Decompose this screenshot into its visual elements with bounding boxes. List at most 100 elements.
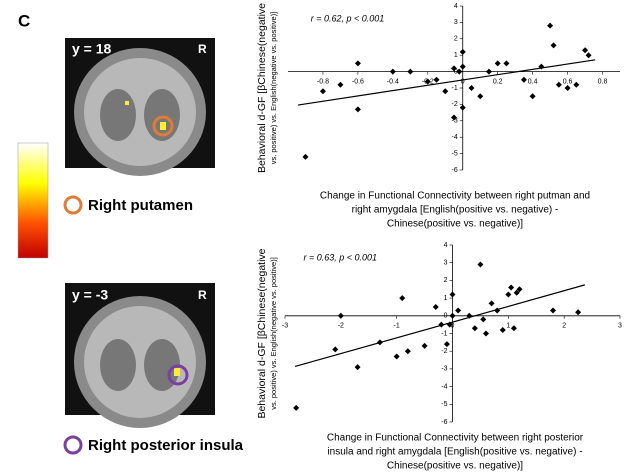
point	[451, 65, 457, 72]
point	[456, 68, 463, 75]
point	[488, 300, 495, 307]
x-tick-label: -1	[394, 323, 400, 330]
point	[354, 364, 361, 371]
y-tick-label: -6	[452, 167, 458, 174]
y-tick-label: 2	[454, 36, 458, 43]
point	[483, 330, 489, 337]
x-tick-label: -2	[338, 323, 344, 330]
y-tick-label: -3	[452, 118, 458, 125]
point	[547, 22, 554, 29]
annotation: r = 0.63, p < 0.001	[304, 252, 378, 262]
side-label: R	[198, 42, 207, 56]
y-axis-label: vs. positive) vs. English(negative vs. p…	[269, 12, 278, 165]
region-label: Right posterior insula	[88, 437, 244, 454]
point	[332, 346, 339, 353]
point	[451, 114, 457, 121]
x-tick-label: 0.8	[598, 78, 608, 85]
point	[573, 81, 580, 88]
y-tick-label: 4	[454, 3, 458, 10]
point	[442, 88, 449, 95]
point	[471, 325, 478, 332]
point	[513, 289, 520, 296]
point	[494, 60, 501, 67]
region-marker	[63, 435, 83, 455]
point	[485, 68, 492, 75]
point	[550, 307, 556, 314]
y-tick-label: -4	[452, 134, 458, 141]
x-tick-label: 3	[618, 323, 622, 330]
point	[494, 307, 501, 314]
point	[446, 321, 453, 328]
region-label: Right putamen	[88, 197, 193, 214]
point	[393, 353, 400, 360]
x-tick-label: 0.6	[563, 78, 573, 85]
point	[550, 42, 557, 49]
point	[508, 284, 515, 291]
y-tick-label: -4	[441, 383, 447, 390]
point	[480, 316, 487, 323]
point	[421, 342, 428, 349]
point	[438, 321, 445, 328]
point	[564, 85, 571, 91]
y-tick-label: 1	[454, 52, 458, 59]
y-tick-label: -5	[452, 150, 458, 157]
point	[503, 60, 510, 67]
x-axis-label: insula and right amygdala [English(posit…	[327, 447, 582, 458]
point	[459, 63, 466, 70]
panel-label: C	[18, 11, 30, 30]
point	[516, 286, 523, 293]
point	[302, 153, 309, 160]
x-tick-label: 0	[451, 323, 455, 330]
y-axis-label: Behavioral d-GF [βChinese(negative	[256, 3, 268, 173]
x-tick-label: -0.6	[352, 78, 364, 85]
y-tick-label: 4	[444, 242, 448, 249]
slice-label: y = 18	[72, 41, 112, 57]
y-axis-label: vs. positive) vs. English(negative vs. p…	[269, 257, 278, 410]
point	[399, 295, 406, 302]
point	[337, 312, 344, 319]
brain-slice	[65, 38, 215, 176]
x-axis-label: Chinese(positive vs. negative)]	[387, 219, 523, 230]
point	[499, 326, 506, 333]
point	[585, 52, 592, 59]
point	[376, 339, 383, 346]
point	[337, 81, 344, 88]
x-tick-label: 1	[506, 323, 510, 330]
x-axis-label: right amygdala [English(positive vs. neg…	[352, 205, 559, 216]
point	[529, 93, 536, 100]
point	[582, 47, 589, 54]
point	[459, 104, 466, 111]
y-tick-label: -5	[441, 401, 447, 408]
x-axis-label: Change in Functional Connectivity betwee…	[327, 433, 584, 444]
y-tick-label: 1	[444, 295, 448, 302]
point	[520, 76, 527, 83]
point	[449, 291, 456, 298]
point	[407, 68, 414, 75]
annotation: r = 0.62, p < 0.001	[311, 13, 385, 23]
point	[459, 48, 466, 55]
point	[477, 261, 484, 268]
point	[432, 303, 439, 310]
x-tick-label: 0.2	[493, 78, 503, 85]
y-tick-label: -2	[452, 101, 458, 108]
point	[477, 93, 484, 100]
x-tick-label: -0.4	[387, 78, 399, 85]
y-tick-label: 3	[454, 19, 458, 26]
point	[319, 88, 326, 95]
point	[505, 291, 512, 298]
y-tick-label: 0	[454, 68, 458, 75]
slice-label: y = -3	[72, 287, 108, 303]
point	[433, 76, 440, 83]
y-tick-label: 3	[444, 260, 448, 267]
point	[424, 78, 431, 85]
point	[455, 307, 462, 314]
x-tick-label: 0.4	[528, 78, 538, 85]
y-tick-label: 0	[444, 313, 448, 320]
fit-line	[297, 59, 596, 106]
x-tick-label: -3	[282, 323, 288, 330]
x-tick-label: 0	[461, 78, 465, 85]
point	[389, 68, 396, 75]
point	[468, 85, 475, 91]
point	[555, 81, 562, 88]
point	[449, 312, 456, 319]
